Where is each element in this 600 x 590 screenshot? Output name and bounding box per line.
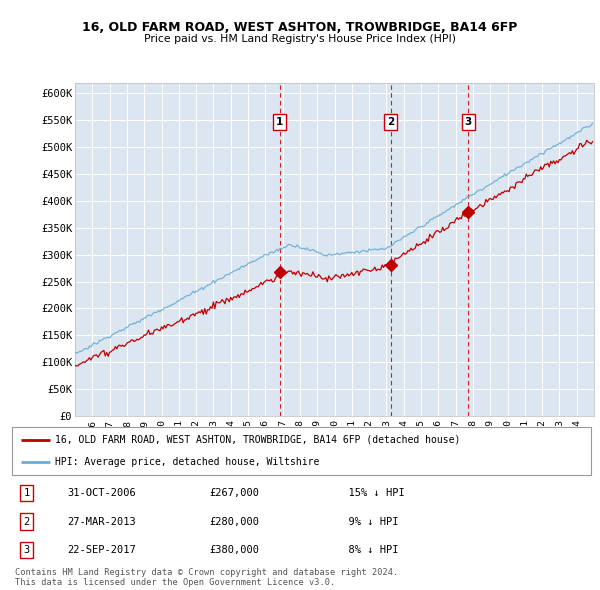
FancyBboxPatch shape [12,427,591,475]
Text: £380,000: £380,000 [209,545,259,555]
Text: 16, OLD FARM ROAD, WEST ASHTON, TROWBRIDGE, BA14 6FP (detached house): 16, OLD FARM ROAD, WEST ASHTON, TROWBRID… [55,435,461,445]
Text: 22-SEP-2017: 22-SEP-2017 [67,545,136,555]
Text: 1: 1 [276,117,283,127]
Text: 16, OLD FARM ROAD, WEST ASHTON, TROWBRIDGE, BA14 6FP: 16, OLD FARM ROAD, WEST ASHTON, TROWBRID… [82,21,518,34]
Text: 31-OCT-2006: 31-OCT-2006 [67,489,136,499]
Text: 8% ↓ HPI: 8% ↓ HPI [336,545,399,555]
Text: Contains HM Land Registry data © Crown copyright and database right 2024.: Contains HM Land Registry data © Crown c… [15,568,398,577]
Text: 1: 1 [23,489,29,499]
Text: 3: 3 [464,117,472,127]
Text: £267,000: £267,000 [209,489,259,499]
Text: This data is licensed under the Open Government Licence v3.0.: This data is licensed under the Open Gov… [15,578,335,588]
Text: 9% ↓ HPI: 9% ↓ HPI [336,516,399,526]
Text: 3: 3 [23,545,29,555]
Text: 15% ↓ HPI: 15% ↓ HPI [336,489,405,499]
Text: HPI: Average price, detached house, Wiltshire: HPI: Average price, detached house, Wilt… [55,457,320,467]
Text: 27-MAR-2013: 27-MAR-2013 [67,516,136,526]
Text: £280,000: £280,000 [209,516,259,526]
Text: Price paid vs. HM Land Registry's House Price Index (HPI): Price paid vs. HM Land Registry's House … [144,34,456,44]
Text: 2: 2 [387,117,394,127]
Text: 2: 2 [23,516,29,526]
